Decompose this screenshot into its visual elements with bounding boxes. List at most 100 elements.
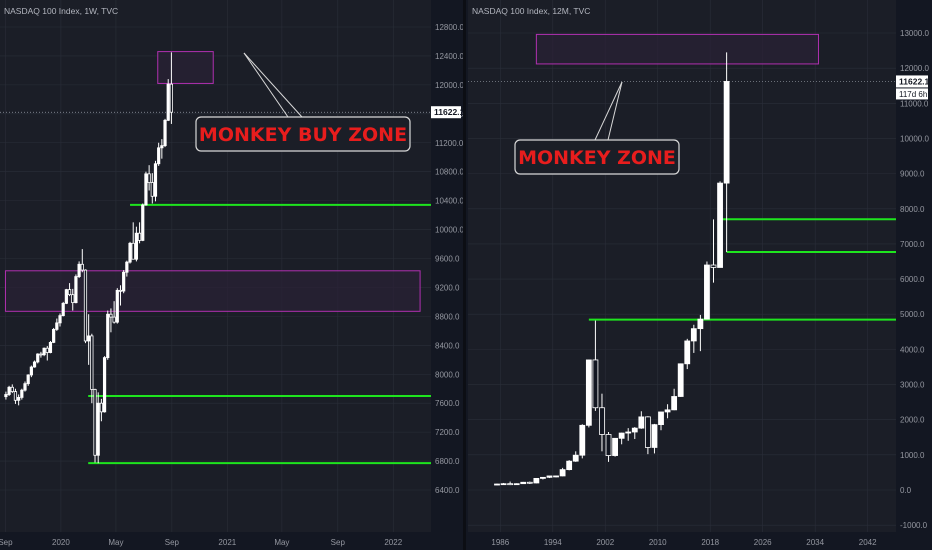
- yearly-candle-body: [644, 416, 651, 448]
- weekly-callout-pointer-b: [243, 52, 303, 118]
- weekly-price-axis[interactable]: 12800.012400.012000.011600.011200.010800…: [431, 0, 465, 532]
- yearly-candle-body: [677, 363, 684, 397]
- yearly-chart-title: NASDAQ 100 Index, 12M, TVC: [472, 6, 590, 16]
- weekly-candle-body: [137, 232, 142, 241]
- weekly-candle-body: [80, 263, 84, 271]
- yearly-candle-body: [704, 264, 710, 320]
- yearly-x-tick-label: 1986: [491, 538, 509, 547]
- weekly-time-axis[interactable]: Sep 2020 May Sep 2021 May Sep 2022: [0, 532, 469, 550]
- weekly-y-tick-label: 10000.0: [435, 226, 464, 235]
- weekly-candle-body: [93, 389, 97, 456]
- weekly-candle-body: [48, 342, 53, 353]
- yearly-y-tick-label: 0.0: [900, 486, 912, 495]
- weekly-x-tick-label: May: [108, 538, 123, 547]
- weekly-callout-box: [195, 116, 411, 152]
- weekly-y-tick-label: 12000.0: [435, 81, 464, 90]
- panel-divider[interactable]: [463, 0, 466, 550]
- weekly-candle-body: [122, 271, 126, 292]
- yearly-candle-body: [658, 411, 664, 426]
- weekly-candle-body: [10, 386, 14, 393]
- weekly-candle-body: [131, 242, 135, 260]
- yearly-y-tick-label: 9000.0: [900, 170, 925, 179]
- weekly-x-tick-label: Sep: [0, 538, 13, 547]
- yearly-y-tick-label: 10000.0: [900, 134, 929, 143]
- weekly-candle-body: [74, 276, 78, 304]
- yearly-price-label: 11622.1: [899, 76, 930, 86]
- yearly-candle-body: [638, 416, 645, 429]
- weekly-candle-body: [125, 261, 129, 273]
- weekly-y-tick-label: 9200.0: [435, 283, 460, 292]
- yearly-x-tick-label: 1994: [544, 538, 562, 547]
- weekly-candle-body: [166, 83, 170, 121]
- yearly-y-tick-label: 4000.0: [900, 345, 925, 354]
- yearly-y-tick-label: -1000.0: [900, 521, 928, 530]
- weekly-chart-title: NASDAQ 100 Index, 1W, TVC: [4, 6, 118, 16]
- weekly-y-tick-label: 12800.0: [435, 23, 464, 32]
- yearly-price-tag: [896, 75, 928, 88]
- yearly-candle-body: [540, 476, 546, 479]
- yearly-candle-body: [572, 454, 579, 462]
- yearly-x-tick-label: 2010: [649, 538, 667, 547]
- weekly-y-tick-label: 8800.0: [435, 312, 460, 321]
- weekly-candle-body: [17, 396, 21, 401]
- yearly-candle-body: [513, 483, 520, 486]
- weekly-candle-body: [55, 322, 59, 330]
- weekly-candle-body: [99, 402, 103, 413]
- weekly-candle-body: [153, 163, 158, 197]
- yearly-zone-box[interactable]: [535, 33, 819, 65]
- yearly-y-tick-label: 5000.0: [900, 310, 925, 319]
- yearly-candle-body: [612, 437, 618, 456]
- weekly-candle-body: [42, 347, 46, 356]
- weekly-chart-panel[interactable]: 10341.97700.06771.9 MONKEY BUY ZONE 1280…: [0, 0, 469, 550]
- weekly-time-axis-bar[interactable]: [0, 532, 469, 550]
- yearly-candle-body: [605, 434, 612, 456]
- weekly-candle-body: [115, 289, 119, 323]
- weekly-candle-body: [141, 204, 145, 241]
- yearly-candle-body: [631, 427, 638, 433]
- weekly-candle-body: [26, 374, 30, 385]
- weekly-candle-body: [83, 269, 88, 342]
- yearly-candle-body: [520, 481, 527, 485]
- yearly-countdown-tag: [896, 88, 928, 100]
- yearly-candle-body: [579, 424, 586, 456]
- yearly-y-tick-label: 1000.0: [900, 451, 925, 460]
- weekly-candle-body: [71, 294, 75, 304]
- yearly-price-axis[interactable]: 13000.0 12000.0 11000.0 10000.0 9000.0 8000.0…: [896, 0, 930, 532]
- weekly-zone-box[interactable]: [157, 51, 214, 84]
- weekly-price-axis-bar[interactable]: [431, 0, 463, 532]
- weekly-x-tick-label: 2021: [218, 538, 236, 547]
- weekly-candle-body: [147, 173, 151, 183]
- yearly-candle-body: [533, 477, 540, 484]
- yearly-candle-body: [599, 407, 605, 435]
- yearly-annotation: MONKEY ZONE: [514, 81, 680, 175]
- yearly-candle-body: [710, 264, 717, 268]
- weekly-x-tick-label: 2020: [52, 538, 70, 547]
- weekly-candle-body: [52, 328, 56, 343]
- yearly-time-axis-bar[interactable]: [468, 532, 932, 550]
- yearly-y-tick-label: 11000.0: [900, 99, 929, 108]
- weekly-callout-text: MONKEY BUY ZONE: [199, 124, 407, 146]
- yearly-y-tick-label: 13000.0: [900, 29, 929, 38]
- weekly-candle-body: [58, 315, 62, 324]
- weekly-candle-body: [96, 402, 100, 456]
- yearly-x-tick-label: 2002: [596, 538, 614, 547]
- weekly-candle-body: [118, 289, 123, 292]
- yearly-candle-body: [671, 396, 678, 411]
- weekly-y-tick-label: 7600.0: [435, 399, 460, 408]
- weekly-annotation: MONKEY BUY ZONE: [195, 52, 411, 152]
- yearly-candle-body: [684, 340, 691, 365]
- yearly-y-tick-label: 8000.0: [900, 205, 925, 214]
- yearly-time-axis[interactable]: 1986 1994 2002 2010 2018 2026 2034 2042: [468, 532, 932, 550]
- yearly-chart-panel[interactable]: 7700.66771.94846.9 MONKEY ZONE 13000.012…: [468, 0, 932, 550]
- weekly-candle-body: [39, 353, 43, 356]
- weekly-candle-body: [29, 366, 33, 376]
- weekly-y-tick-label: 12400.0: [435, 52, 464, 61]
- weekly-candle-body: [128, 242, 132, 263]
- weekly-y-tick-label: 10400.0: [435, 197, 464, 206]
- weekly-y-tick-label: 10800.0: [435, 168, 464, 177]
- weekly-y-tick-label: 8400.0: [435, 341, 460, 350]
- weekly-candle-body: [163, 119, 167, 147]
- weekly-candle-body: [20, 389, 24, 398]
- yearly-y-tick-label: 6000.0: [900, 275, 925, 284]
